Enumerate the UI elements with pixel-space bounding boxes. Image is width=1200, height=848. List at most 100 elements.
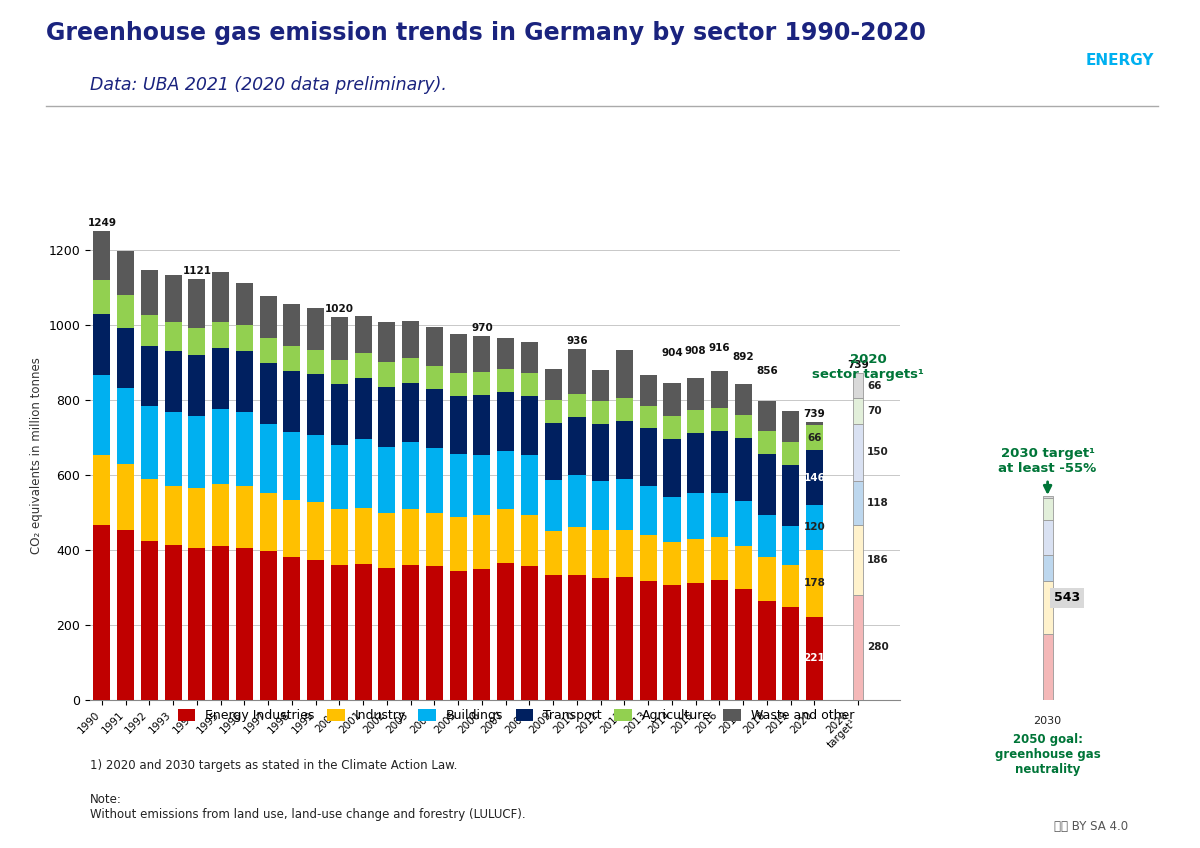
Text: 892: 892 (732, 352, 754, 362)
Bar (853, 373, 864, 398)
Bar (545, 480, 562, 531)
Bar (283, 371, 300, 432)
Text: 118: 118 (866, 498, 889, 508)
Bar (710, 537, 728, 580)
Bar (426, 327, 443, 365)
Bar (569, 349, 586, 394)
Text: Note:
Without emissions from land use, land-use change and forestry (LULUCF).: Note: Without emissions from land use, l… (90, 793, 526, 821)
Bar (94, 232, 110, 280)
Bar (592, 424, 610, 482)
Bar (640, 428, 656, 486)
Bar (710, 580, 728, 700)
Bar (188, 488, 205, 548)
Bar (236, 486, 253, 548)
Bar (664, 498, 680, 543)
Bar (188, 355, 205, 416)
Bar (592, 482, 610, 530)
Bar (140, 345, 158, 406)
Text: 221: 221 (804, 653, 826, 663)
Bar (402, 359, 419, 382)
Bar (806, 422, 823, 426)
Bar (307, 309, 324, 349)
Bar (283, 557, 300, 700)
Bar (140, 271, 158, 315)
Bar (640, 486, 656, 535)
Bar (426, 389, 443, 449)
Bar (307, 435, 324, 502)
Bar (640, 535, 656, 581)
Bar (473, 395, 491, 455)
Bar (212, 271, 229, 322)
Bar (259, 338, 277, 363)
Bar (355, 508, 372, 564)
Bar (853, 424, 864, 481)
Bar (450, 455, 467, 517)
Bar (592, 401, 610, 424)
Bar (259, 551, 277, 700)
Bar (545, 575, 562, 700)
Bar (688, 538, 704, 583)
Bar (545, 423, 562, 480)
Bar (426, 365, 443, 389)
Bar (1043, 634, 1052, 700)
Bar (545, 369, 562, 400)
Bar (94, 280, 110, 314)
Bar (236, 548, 253, 700)
Text: Greenhouse gas emission trends in Germany by sector 1990-2020: Greenhouse gas emission trends in German… (46, 21, 925, 45)
Bar (118, 295, 134, 327)
Bar (1043, 520, 1052, 555)
Bar (212, 484, 229, 546)
Bar (758, 515, 775, 557)
Bar (758, 454, 775, 515)
Bar (853, 481, 864, 525)
Text: ⒸⒸ BY SA 4.0: ⒸⒸ BY SA 4.0 (1054, 820, 1128, 833)
Bar (782, 526, 799, 566)
Bar (640, 581, 656, 700)
Bar (307, 375, 324, 435)
Bar (283, 500, 300, 557)
Bar (140, 540, 158, 700)
Bar (118, 465, 134, 530)
Bar (758, 600, 775, 700)
Bar (473, 570, 491, 700)
Bar (521, 373, 538, 396)
Bar (853, 398, 864, 424)
Bar (710, 431, 728, 493)
Bar (497, 563, 515, 700)
Bar (331, 565, 348, 700)
Bar (283, 432, 300, 500)
Text: 66: 66 (808, 432, 822, 443)
Bar (259, 424, 277, 493)
Bar (545, 400, 562, 423)
Bar (236, 351, 253, 411)
Bar (569, 417, 586, 475)
Text: 1) 2020 and 2030 targets as stated in the Climate Action Law.: 1) 2020 and 2030 targets as stated in th… (90, 759, 457, 772)
Bar (140, 315, 158, 345)
Text: 2020
sector targets¹: 2020 sector targets¹ (812, 353, 924, 381)
Bar (402, 382, 419, 442)
Bar (521, 455, 538, 515)
Bar (426, 513, 443, 566)
Bar (259, 296, 277, 338)
Bar (688, 378, 704, 410)
Bar (473, 455, 491, 516)
Bar (236, 283, 253, 326)
Bar (164, 276, 181, 322)
Bar (355, 378, 372, 439)
Bar (188, 279, 205, 328)
Bar (118, 530, 134, 700)
Bar (331, 509, 348, 565)
Bar (688, 433, 704, 494)
Text: 178: 178 (804, 578, 826, 589)
Bar (640, 405, 656, 428)
Bar (118, 251, 134, 295)
Bar (331, 384, 348, 445)
Bar (331, 317, 348, 360)
Bar (259, 493, 277, 551)
Bar (782, 465, 799, 526)
Bar (402, 509, 419, 565)
Bar (450, 517, 467, 572)
Bar (259, 363, 277, 424)
Legend: Energy Industries, Industry, Buildings, Transport, Agriculture, Waste and other: Energy Industries, Industry, Buildings, … (173, 705, 859, 728)
Bar (1043, 555, 1052, 582)
